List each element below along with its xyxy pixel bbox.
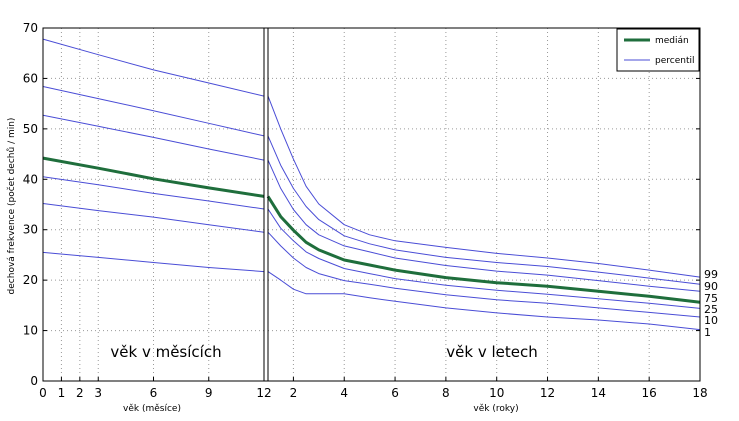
percentile-label-1: 1 (704, 326, 711, 339)
series-median-months (42, 156, 265, 198)
x-tick-label-years-14: 14 (591, 386, 606, 400)
legend-percentile-label: percentil (655, 56, 694, 66)
series-percentile-1-months (42, 251, 265, 273)
plot-frame (42, 27, 701, 382)
series-percentile-25-years (267, 208, 701, 309)
y-axis-label: dechová frekvence (počet dechů / min) (6, 118, 17, 295)
percentile-label-75: 75 (704, 292, 718, 305)
x-tick-label-months-1: 1 (58, 386, 66, 400)
legend-median-label: medián (655, 36, 689, 46)
y-tick-label-70: 70 (23, 21, 38, 35)
x-axis-label-months: věk (měsíce) (123, 404, 181, 414)
series-percentile-1-years (267, 271, 701, 331)
y-tick-label-40: 40 (23, 172, 38, 186)
percentile-label-90: 90 (704, 280, 718, 293)
series-percentile-90-months (42, 86, 265, 137)
series-percentile-25-months (42, 176, 265, 210)
x-tick-label-years-12: 12 (540, 386, 555, 400)
x-tick-label-years-16: 16 (642, 386, 657, 400)
x-axis-label-years: věk (roky) (473, 404, 518, 414)
percentile-label-99: 99 (704, 268, 718, 281)
y-tick-label-10: 10 (23, 324, 38, 338)
series-percentile-99-months (42, 38, 265, 97)
series-percentile-75-years (267, 159, 701, 292)
legend-box (616, 28, 700, 72)
series-percentile-10-years (267, 231, 701, 318)
x-tick-label-months-0: 0 (39, 386, 47, 400)
y-tick-label-0: 0 (30, 374, 38, 388)
y-tick-label-20: 20 (23, 273, 38, 287)
series-percentile-99-years (267, 95, 701, 278)
panel-label-years: věk v letech (446, 343, 537, 361)
series-percentile-75-months (42, 114, 265, 161)
series-percentile-90-years (267, 135, 701, 285)
x-tick-label-years-10: 10 (489, 386, 504, 400)
percentile-label-25: 25 (704, 303, 718, 316)
x-tick-label-months-6: 6 (150, 386, 158, 400)
series-layer (42, 38, 701, 331)
series-percentile-10-months (42, 203, 265, 233)
y-tick-label-60: 60 (23, 71, 38, 85)
x-tick-label-months-12: 12 (256, 386, 271, 400)
x-tick-label-years-2: 2 (290, 386, 298, 400)
x-tick-label-years-8: 8 (442, 386, 450, 400)
series-median-years (266, 195, 701, 304)
legend: medián percentil (616, 28, 700, 72)
x-tick-label-months-3: 3 (94, 386, 102, 400)
x-tick-label-years-6: 6 (391, 386, 399, 400)
percentile-label-10: 10 (704, 314, 718, 327)
y-tick-label-50: 50 (23, 122, 38, 136)
x-tick-label-months-9: 9 (205, 386, 213, 400)
panel-label-months: věk v měsících (110, 343, 221, 361)
y-tick-label-30: 30 (23, 223, 38, 237)
percentile-labels: 99 90 75 25 10 1 (704, 268, 718, 339)
grid-layer (43, 28, 700, 381)
x-tick-label-years-4: 4 (340, 386, 348, 400)
x-tick-label-years-18: 18 (692, 386, 707, 400)
x-tick-label-months-2: 2 (76, 386, 84, 400)
